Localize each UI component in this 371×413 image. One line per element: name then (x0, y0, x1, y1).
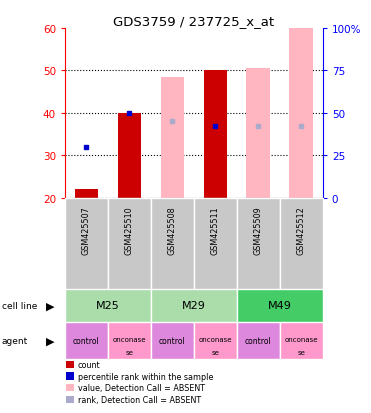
Text: GSM425508: GSM425508 (168, 206, 177, 254)
Bar (280, 322, 323, 359)
Bar (65, 322, 108, 359)
Text: count: count (78, 360, 101, 369)
Text: M25: M25 (96, 301, 120, 311)
Bar (161, 78, 184, 198)
Bar (194, 322, 237, 359)
Bar (204, 71, 227, 198)
Text: GSM425512: GSM425512 (297, 206, 306, 254)
Bar (280, 198, 323, 289)
Bar (118, 114, 141, 198)
Bar (289, 29, 313, 198)
Text: value, Detection Call = ABSENT: value, Detection Call = ABSENT (78, 383, 205, 392)
Text: ▶: ▶ (46, 301, 54, 311)
Text: GSM425507: GSM425507 (82, 206, 91, 254)
Text: GSM425511: GSM425511 (211, 206, 220, 254)
Text: agent: agent (2, 336, 28, 345)
Text: cell line: cell line (2, 301, 37, 310)
Bar (108, 198, 151, 289)
Text: percentile rank within the sample: percentile rank within the sample (78, 372, 213, 381)
Text: rank, Detection Call = ABSENT: rank, Detection Call = ABSENT (78, 395, 201, 404)
Title: GDS3759 / 237725_x_at: GDS3759 / 237725_x_at (113, 15, 275, 28)
Text: control: control (245, 336, 272, 345)
Text: onconase: onconase (285, 336, 318, 342)
Text: GSM425510: GSM425510 (125, 206, 134, 254)
Bar (237, 322, 280, 359)
Text: se: se (125, 349, 133, 355)
Bar (194, 198, 237, 289)
Bar (237, 289, 323, 322)
Text: onconase: onconase (198, 336, 232, 342)
Text: ▶: ▶ (46, 336, 54, 346)
Bar (65, 198, 108, 289)
Text: se: se (297, 349, 305, 355)
Text: control: control (159, 336, 186, 345)
Bar (65, 289, 151, 322)
Text: onconase: onconase (113, 336, 146, 342)
Bar (151, 198, 194, 289)
Text: se: se (211, 349, 219, 355)
Bar (75, 190, 98, 198)
Bar (108, 322, 151, 359)
Text: control: control (73, 336, 100, 345)
Text: M49: M49 (268, 301, 292, 311)
Bar (246, 69, 270, 198)
Bar (151, 322, 194, 359)
Text: GSM425509: GSM425509 (254, 206, 263, 254)
Text: M29: M29 (182, 301, 206, 311)
Bar (237, 198, 280, 289)
Bar (151, 289, 237, 322)
